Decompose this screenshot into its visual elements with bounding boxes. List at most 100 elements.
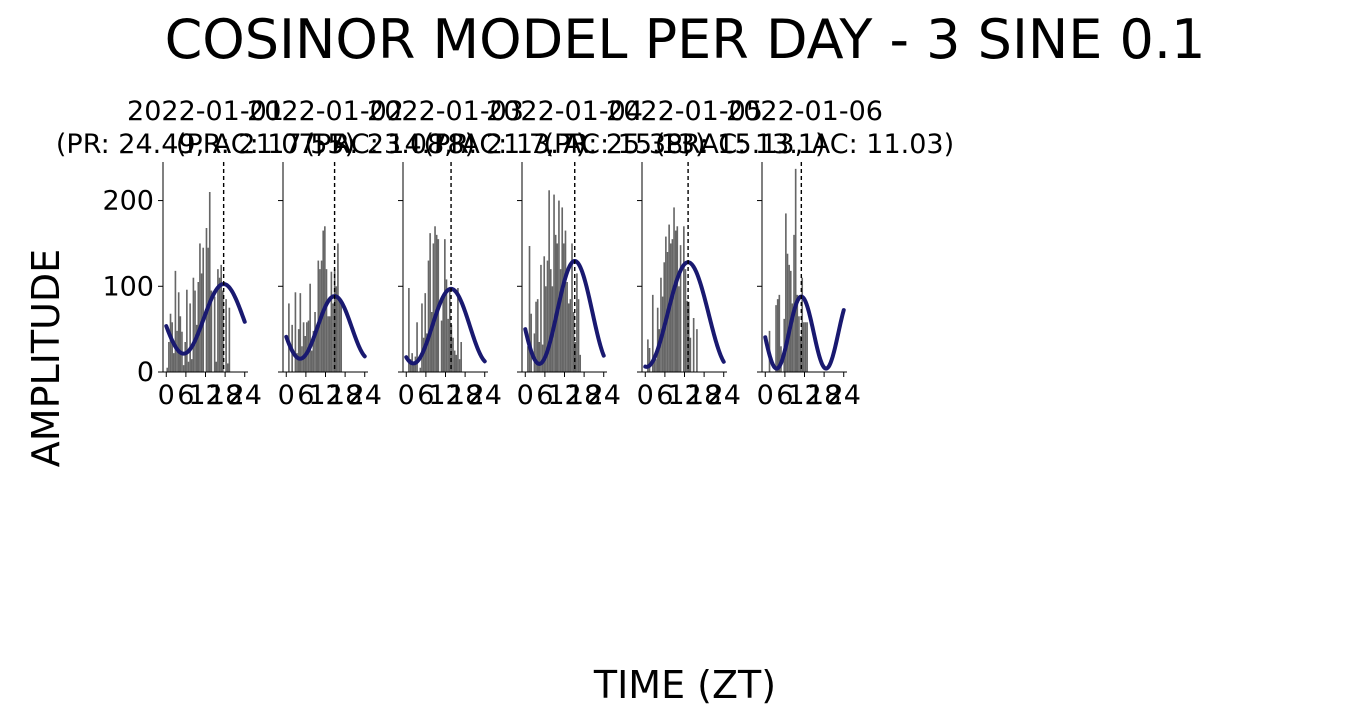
subplot-title-params: (PR: 25.38, AC: 13.1) xyxy=(543,129,825,160)
subplot-2022-01-01: 2022-01-01(PR: 24.49, AC: 17.55) 0 100 200 0… xyxy=(56,96,355,411)
bar xyxy=(442,294,445,372)
bar xyxy=(324,226,326,372)
bar xyxy=(226,363,229,372)
bar xyxy=(314,312,316,372)
bar xyxy=(684,269,687,372)
bar xyxy=(337,243,339,372)
bar xyxy=(528,246,531,372)
bar xyxy=(194,290,196,372)
bar xyxy=(564,230,567,372)
bar xyxy=(448,290,451,372)
x-tick-label: 24 xyxy=(228,380,262,411)
bar xyxy=(328,316,331,372)
bar xyxy=(190,359,193,372)
bar xyxy=(309,283,311,372)
bar xyxy=(540,264,542,372)
bar xyxy=(171,322,173,372)
bar xyxy=(215,361,218,372)
bar xyxy=(412,365,415,372)
bar xyxy=(533,333,536,372)
bar xyxy=(686,300,688,372)
bar xyxy=(174,270,177,372)
bar xyxy=(696,329,698,372)
x-tick-label: 6 xyxy=(177,380,194,411)
bar xyxy=(656,307,659,372)
bar xyxy=(559,269,562,372)
bar xyxy=(455,354,458,372)
x-tick-label: 24 xyxy=(468,380,502,411)
bar xyxy=(202,247,205,372)
bar xyxy=(569,299,572,372)
bar xyxy=(213,296,216,372)
bar xyxy=(338,301,341,372)
bar xyxy=(228,307,231,372)
bar xyxy=(548,190,550,372)
x-tick-label: 18 xyxy=(807,380,841,411)
subplot-title-date: 2022-01-05 xyxy=(606,96,763,127)
bar xyxy=(806,322,808,372)
bar xyxy=(553,194,555,372)
bar xyxy=(327,316,329,372)
bar xyxy=(208,192,211,372)
bar xyxy=(189,303,191,372)
bar xyxy=(576,273,578,372)
x-tick-label: 6 xyxy=(297,380,314,411)
bar xyxy=(803,322,805,372)
bar xyxy=(679,245,682,372)
bar xyxy=(530,313,532,372)
x-tick-label: 12 xyxy=(428,380,462,411)
bar xyxy=(179,316,182,372)
bar xyxy=(558,200,560,372)
cosinor-fit-line xyxy=(763,294,846,371)
x-tick-label: 18 xyxy=(687,380,721,411)
bar xyxy=(427,260,430,372)
bar xyxy=(549,269,552,372)
bar xyxy=(527,346,529,372)
subplot-title-date: 2022-01-06 xyxy=(726,96,883,127)
x-tick-label: 6 xyxy=(536,380,553,411)
bar xyxy=(310,350,313,372)
bar xyxy=(217,269,219,372)
bar xyxy=(458,359,461,372)
bar xyxy=(335,286,338,372)
bar xyxy=(220,264,223,372)
bar xyxy=(325,269,328,372)
bar xyxy=(663,262,666,372)
bar xyxy=(579,354,582,372)
bar xyxy=(169,313,172,372)
bar xyxy=(536,299,539,372)
subplot-title-params: (PR: 23.08, AC: 13.7) xyxy=(304,129,586,160)
bar xyxy=(416,322,418,372)
figure-title: COSINOR MODEL PER DAY - 3 SINE 0.1 xyxy=(164,8,1206,71)
bar xyxy=(444,239,446,372)
bar xyxy=(186,289,188,372)
bar xyxy=(668,224,670,372)
bar xyxy=(429,233,431,372)
bar xyxy=(430,312,433,372)
bar xyxy=(648,348,651,372)
x-tick-label: 0 xyxy=(278,380,295,411)
bar xyxy=(453,350,456,372)
cosinor-fit-line xyxy=(284,294,367,361)
bar xyxy=(315,324,318,372)
x-tick-label: 24 xyxy=(827,380,861,411)
bar xyxy=(791,303,794,372)
bar xyxy=(195,324,198,372)
bar xyxy=(793,234,795,372)
x-tick-label: 24 xyxy=(587,380,621,411)
x-tick-label: 0 xyxy=(398,380,415,411)
bar xyxy=(676,226,679,372)
bar xyxy=(297,329,300,372)
bar xyxy=(210,290,213,372)
bar xyxy=(653,354,656,372)
bar xyxy=(432,243,435,372)
bar xyxy=(801,277,804,372)
bar xyxy=(445,279,448,372)
cosinor-fit-line xyxy=(164,282,247,356)
subplot-title-params: (PR: 15.13, AC: 11.03) xyxy=(655,129,954,160)
bar xyxy=(655,359,657,372)
bar xyxy=(572,312,575,372)
bar xyxy=(218,277,221,372)
